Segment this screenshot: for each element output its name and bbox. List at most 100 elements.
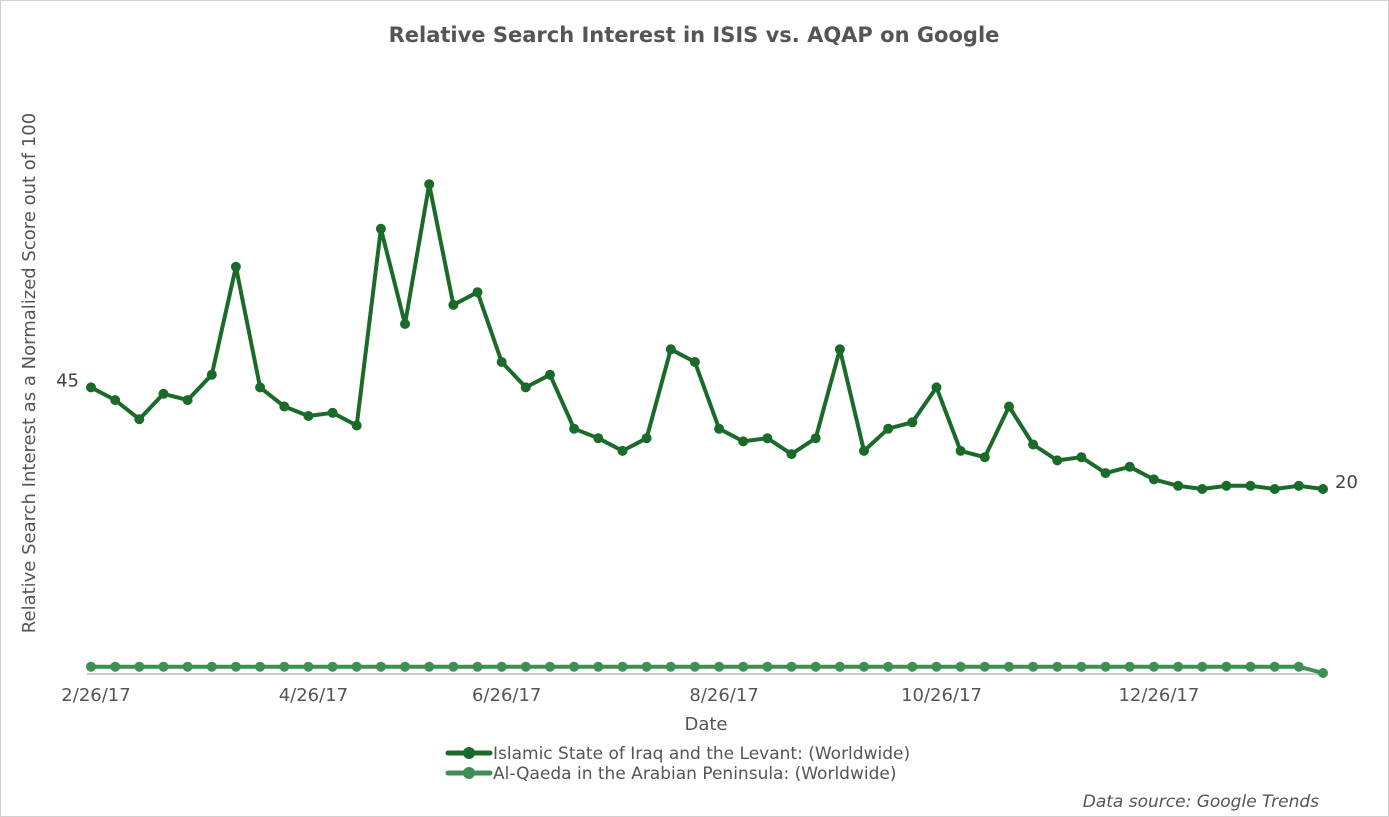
data-point-isis[interactable] xyxy=(472,287,483,298)
data-point-aqap[interactable] xyxy=(955,661,966,672)
data-point-isis[interactable] xyxy=(206,369,217,380)
data-point-aqap[interactable] xyxy=(255,661,266,672)
data-point-aqap[interactable] xyxy=(1221,661,1232,672)
data-point-aqap[interactable] xyxy=(786,661,797,672)
data-point-aqap[interactable] xyxy=(1293,661,1304,672)
data-point-aqap[interactable] xyxy=(158,661,169,672)
data-point-aqap[interactable] xyxy=(810,661,821,672)
data-point-isis[interactable] xyxy=(593,433,604,444)
data-point-aqap[interactable] xyxy=(1124,661,1135,672)
data-point-isis[interactable] xyxy=(1124,461,1135,472)
data-point-aqap[interactable] xyxy=(931,661,942,672)
data-point-isis[interactable] xyxy=(520,382,531,393)
data-point-isis[interactable] xyxy=(1221,480,1232,491)
data-point-isis[interactable] xyxy=(883,423,894,434)
data-point-aqap[interactable] xyxy=(1004,661,1014,672)
data-point-aqap[interactable] xyxy=(859,661,869,672)
data-point-isis[interactable] xyxy=(569,423,580,434)
data-point-isis[interactable] xyxy=(665,344,676,355)
data-point-aqap[interactable] xyxy=(230,661,241,672)
data-point-isis[interactable] xyxy=(1076,452,1087,463)
data-point-isis[interactable] xyxy=(955,445,966,456)
data-point-aqap[interactable] xyxy=(979,661,990,672)
data-point-aqap[interactable] xyxy=(907,661,918,672)
data-point-isis[interactable] xyxy=(1028,439,1039,450)
data-point-isis[interactable] xyxy=(400,319,410,329)
data-point-isis[interactable] xyxy=(545,369,555,380)
data-point-aqap[interactable] xyxy=(1052,661,1063,672)
data-point-aqap[interactable] xyxy=(1245,661,1256,672)
data-point-aqap[interactable] xyxy=(110,661,121,672)
data-point-aqap[interactable] xyxy=(472,661,483,672)
data-point-isis[interactable] xyxy=(931,382,942,393)
data-point-aqap[interactable] xyxy=(303,661,314,672)
data-point-aqap[interactable] xyxy=(545,661,555,672)
data-point-isis[interactable] xyxy=(375,223,386,234)
data-point-aqap[interactable] xyxy=(1028,661,1039,672)
data-point-aqap[interactable] xyxy=(134,661,145,672)
data-point-isis[interactable] xyxy=(714,423,725,434)
data-point-aqap[interactable] xyxy=(689,661,700,672)
data-point-aqap[interactable] xyxy=(182,661,193,672)
data-point-isis[interactable] xyxy=(617,445,628,456)
data-point-aqap[interactable] xyxy=(327,661,338,672)
data-point-aqap[interactable] xyxy=(448,661,459,672)
data-point-isis[interactable] xyxy=(810,433,821,444)
data-point-isis[interactable] xyxy=(738,436,749,447)
data-point-aqap[interactable] xyxy=(1173,661,1184,672)
data-point-isis[interactable] xyxy=(110,395,121,406)
data-point-aqap[interactable] xyxy=(762,661,773,672)
data-point-isis[interactable] xyxy=(1293,480,1304,491)
data-point-isis[interactable] xyxy=(786,449,797,460)
data-point-aqap[interactable] xyxy=(617,661,628,672)
data-point-isis[interactable] xyxy=(134,414,145,425)
data-point-aqap[interactable] xyxy=(714,661,725,672)
data-point-aqap[interactable] xyxy=(520,661,531,672)
data-point-isis[interactable] xyxy=(1318,484,1328,494)
data-point-isis[interactable] xyxy=(1004,401,1014,412)
data-point-isis[interactable] xyxy=(86,382,96,393)
data-point-isis[interactable] xyxy=(641,433,652,444)
data-point-aqap[interactable] xyxy=(883,661,894,672)
data-point-aqap[interactable] xyxy=(1318,668,1328,678)
data-point-aqap[interactable] xyxy=(1269,661,1280,672)
data-point-isis[interactable] xyxy=(327,407,338,418)
data-point-isis[interactable] xyxy=(907,417,918,428)
data-point-isis[interactable] xyxy=(1245,480,1256,491)
data-point-isis[interactable] xyxy=(351,420,362,431)
data-point-aqap[interactable] xyxy=(1076,661,1087,672)
data-point-isis[interactable] xyxy=(834,344,845,355)
data-point-isis[interactable] xyxy=(979,452,990,463)
data-point-aqap[interactable] xyxy=(206,661,217,672)
data-point-aqap[interactable] xyxy=(1197,661,1208,672)
data-point-isis[interactable] xyxy=(424,179,435,190)
data-point-aqap[interactable] xyxy=(1100,661,1111,672)
data-point-isis[interactable] xyxy=(255,382,266,393)
data-point-aqap[interactable] xyxy=(424,661,435,672)
data-point-aqap[interactable] xyxy=(86,661,96,672)
data-point-isis[interactable] xyxy=(1269,484,1280,494)
data-point-isis[interactable] xyxy=(448,299,459,310)
data-point-isis[interactable] xyxy=(158,388,169,399)
data-point-isis[interactable] xyxy=(1100,468,1111,479)
data-point-isis[interactable] xyxy=(230,261,241,272)
data-point-aqap[interactable] xyxy=(834,661,845,672)
data-point-aqap[interactable] xyxy=(738,661,749,672)
data-point-isis[interactable] xyxy=(1148,474,1159,485)
data-point-isis[interactable] xyxy=(182,395,193,406)
data-point-isis[interactable] xyxy=(1197,484,1208,494)
data-point-aqap[interactable] xyxy=(1148,661,1159,672)
data-point-aqap[interactable] xyxy=(665,661,676,672)
data-point-isis[interactable] xyxy=(496,357,507,367)
data-point-aqap[interactable] xyxy=(569,661,580,672)
data-point-isis[interactable] xyxy=(303,411,314,421)
data-point-aqap[interactable] xyxy=(351,661,362,672)
data-point-isis[interactable] xyxy=(1173,480,1184,491)
data-point-isis[interactable] xyxy=(1052,455,1063,466)
data-point-aqap[interactable] xyxy=(375,661,386,672)
data-point-isis[interactable] xyxy=(859,445,869,456)
data-point-aqap[interactable] xyxy=(593,661,604,672)
data-point-isis[interactable] xyxy=(762,433,773,444)
data-point-isis[interactable] xyxy=(279,401,290,412)
legend-item-isis[interactable]: Islamic State of Iraq and the Levant: (W… xyxy=(445,744,910,764)
